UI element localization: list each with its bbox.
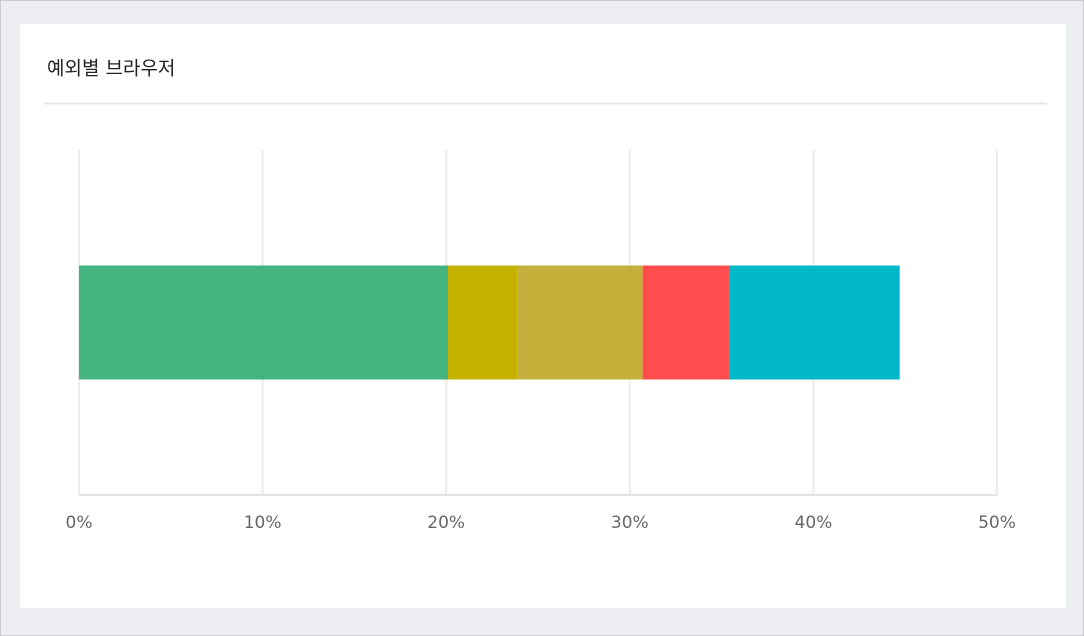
bar-segment [448,265,518,380]
bar-segment [642,265,729,380]
x-tick-label: 10% [244,513,282,533]
bar-segment [728,265,900,380]
bar-segment [517,265,643,380]
bar-segment [79,265,449,380]
x-tick-label: 0% [66,513,93,533]
chart-title: 예외별 브라우저 [47,58,175,80]
x-tick-label: 40% [795,513,833,533]
x-tick-label: 50% [978,513,1016,533]
x-tick-label: 20% [427,513,465,533]
x-tick-label: 30% [611,513,649,533]
